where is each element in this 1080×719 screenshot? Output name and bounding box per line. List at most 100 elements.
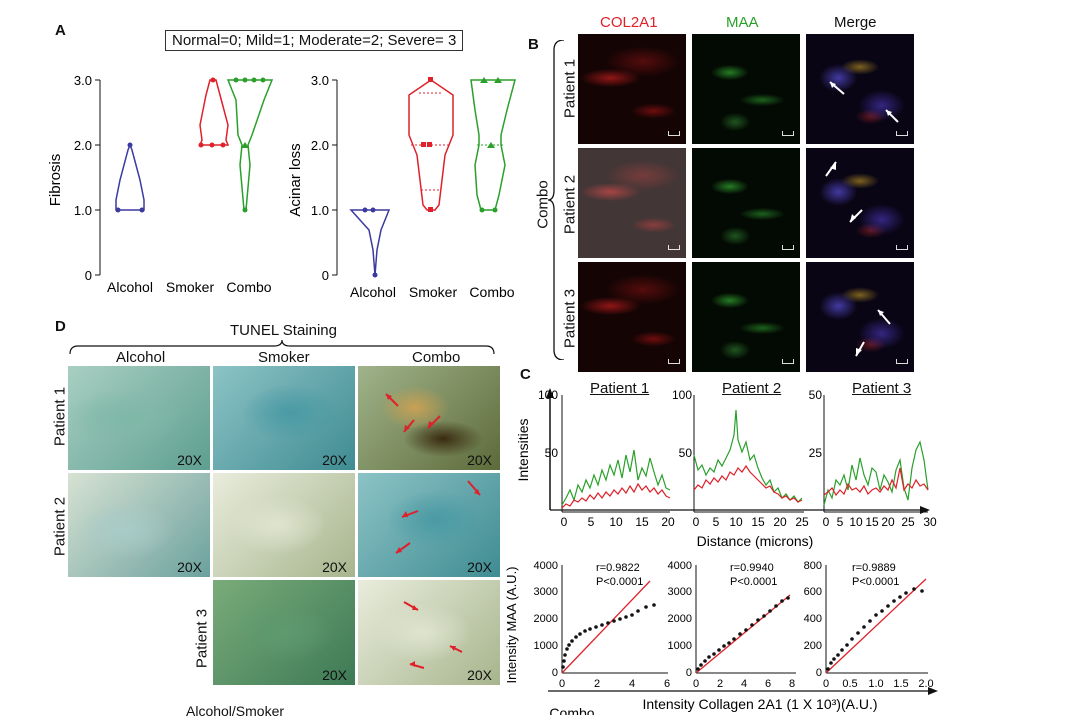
group-label: Alcohol: [350, 284, 396, 300]
scatter-chart-2: 4000 3000 2000 1000 0 r=0.9940 P<0.0001 …: [668, 560, 796, 690]
acinar-violin-chart: 3.0 2.0 1.0 0 Acinar loss Alcohol Smoker…: [287, 73, 516, 300]
intensity-title-p2: Patient 2: [722, 380, 782, 397]
acinar-tick: 2.0: [311, 138, 329, 153]
xtick: 0: [693, 678, 699, 690]
tunel-smoker-p1: 20X: [213, 366, 355, 470]
tunel-combo-p1: 20X: [358, 366, 500, 470]
xtick: 0: [559, 678, 565, 690]
scatter-points: [826, 587, 924, 671]
violin-alcohol: [115, 142, 145, 211]
correlation-r: r=0.9940: [730, 562, 774, 574]
fit-line: [695, 594, 791, 674]
ytick: 1000: [534, 640, 558, 652]
line-maa-p1: [561, 449, 671, 506]
xtick: 1.0: [868, 678, 883, 690]
violin-alcohol: [349, 209, 391, 276]
magnification-label: 20X: [177, 452, 202, 468]
col-header-merge: Merge: [834, 14, 877, 31]
tunel-smoker-p3: 20X: [213, 580, 355, 685]
xtick: 15: [751, 515, 765, 529]
magnification-label: 20X: [467, 667, 492, 683]
xtick: 30: [923, 515, 937, 529]
point-smoker: [421, 142, 426, 147]
ytick: 0: [686, 667, 692, 679]
point-combo: [251, 77, 257, 83]
point-smoker: [428, 77, 433, 82]
micrograph-col2a1-p3: [578, 262, 686, 372]
xtick: 1.5: [893, 678, 908, 690]
ytick: 2000: [668, 613, 692, 625]
micrograph-maa-p2: [692, 148, 800, 258]
scatter-points: [561, 603, 656, 669]
col-header-combo: Combo: [412, 349, 461, 366]
acinar-tick: 3.0: [311, 73, 329, 88]
violin-smoker: [198, 79, 230, 146]
micrograph-merge-p1: [806, 34, 914, 144]
row-label-patient-3: Patient 3: [193, 608, 211, 669]
xtick: 25: [795, 515, 809, 529]
scatter-chart-3: 800 600 400 200 0 r=0.9889 P<0.0001 0 0.…: [804, 560, 934, 690]
micrograph-col2a1-p1: [578, 34, 686, 144]
magnification-label: 20X: [322, 559, 347, 575]
correlation-p: P<0.0001: [730, 576, 777, 588]
combo-brace: [548, 40, 565, 360]
severity-legend: Normal=0; Mild=1; Moderate=2; Severe= 3: [165, 30, 464, 51]
point-combo: [494, 77, 502, 83]
row-label-patient-2: Patient 2: [51, 496, 69, 557]
fibrosis-ylabel: Fibrosis: [47, 154, 64, 207]
point-combo: [487, 142, 495, 148]
row-label-patient-1: Patient 1: [51, 386, 69, 447]
acinar-ylabel: Acinar loss: [287, 143, 304, 216]
ytick: 25: [809, 446, 823, 460]
ytick: 1000: [668, 640, 692, 652]
col-header-smoker: Smoker: [258, 349, 310, 366]
ytick: 50: [809, 388, 823, 402]
xtick: 0.5: [842, 678, 857, 690]
point-smoker: [220, 142, 226, 148]
xtick: 5: [588, 515, 595, 529]
line-col2a1-p2: [693, 464, 803, 503]
violin-combo: [226, 79, 274, 211]
point-smoker: [198, 142, 204, 148]
row-label-patient-3: Patient 3: [561, 288, 579, 349]
ytick: 200: [804, 640, 822, 652]
xtick: 20: [773, 515, 787, 529]
point-combo: [241, 142, 249, 148]
fibrosis-tick: 1.0: [74, 203, 92, 218]
xtick: 20: [881, 515, 895, 529]
line-col2a1-p1: [561, 482, 671, 509]
group-label: Smoker: [166, 279, 215, 295]
intensity-chart-p3: 50 25 0 5 10 15 20 25 30: [809, 388, 937, 529]
magnification-label: 20X: [322, 667, 347, 683]
line-maa-p2: [693, 409, 803, 503]
tunel-title: TUNEL Staining: [230, 322, 337, 339]
xtick: 0: [693, 515, 700, 529]
magnification-label: 20X: [467, 559, 492, 575]
point-combo: [242, 207, 248, 213]
ytick: 100: [672, 388, 692, 402]
xtick: 10: [849, 515, 863, 529]
magnification-label: 20X: [177, 559, 202, 575]
ytick: 4000: [668, 560, 692, 572]
fit-line: [561, 580, 651, 674]
xtick: 15: [865, 515, 879, 529]
micrograph-col2a1-p2: [578, 148, 686, 258]
point-combo: [480, 77, 488, 83]
acinar-tick: 0: [322, 268, 329, 283]
ytick: 600: [804, 586, 822, 598]
fibrosis-violin-chart: 3.0 2.0 1.0 0 Fibrosis Alcohol Smoker Co…: [47, 73, 274, 295]
point-alcohol: [372, 272, 378, 278]
intensity-chart-p2: 100 50 0 5 10 15 20 25: [672, 388, 809, 529]
xtick: 0: [561, 515, 568, 529]
intensity-title-p1: Patient 1: [590, 380, 650, 397]
alcohol-smoker-bottom-label: Alcohol/Smoker: [186, 703, 285, 719]
tunel-combo-p2: 20X: [358, 473, 500, 577]
col-header-alcohol: Alcohol: [116, 349, 166, 366]
point-combo: [492, 207, 498, 213]
point-combo: [233, 77, 239, 83]
ytick: 50: [679, 446, 693, 460]
point-combo: [260, 77, 266, 83]
correlation-scatter-charts: Intensity MAA (A.U.) 4000 3000 2000 1000…: [504, 560, 938, 715]
intensities-ylabel: Intensities: [515, 418, 531, 481]
fit-line: [825, 578, 927, 674]
